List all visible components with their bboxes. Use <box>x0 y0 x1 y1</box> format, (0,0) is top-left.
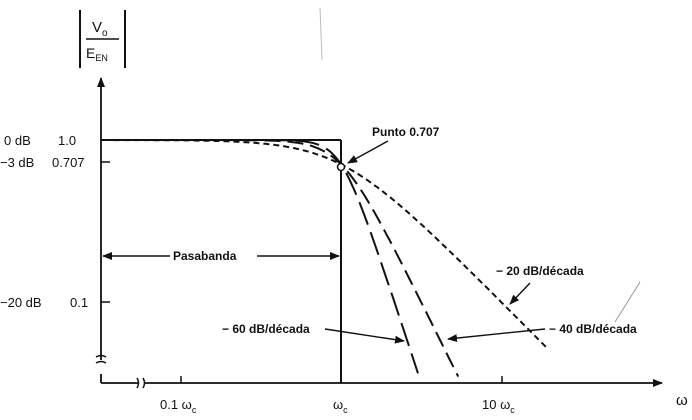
pasabanda-annotation: Pasabanda <box>102 249 340 263</box>
punto-annotation: Punto 0.707 <box>336 125 440 172</box>
y-tick-db-1: −3 dB <box>0 155 34 170</box>
x-tick-label-0: 0.1 ωc <box>160 397 197 415</box>
y-axis-break <box>95 354 107 364</box>
slope-40-arrow <box>447 328 546 343</box>
axes <box>95 77 663 389</box>
y-label-den-sub: EN <box>95 53 108 63</box>
svg-text:Vo: Vo <box>92 19 108 39</box>
y-tick-db-0: 0 dB <box>4 133 31 148</box>
punto-0707-marker <box>336 162 346 172</box>
svg-text:EEN: EEN <box>86 45 108 63</box>
y-label-den: E <box>86 45 95 61</box>
y-tick-labels: 0 dB 1.0 −3 dB 0.707 −20 dB 0.1 <box>0 133 88 310</box>
scan-mark <box>319 7 323 61</box>
x-axis-label: ω <box>676 392 688 409</box>
punto-arrow <box>347 140 389 164</box>
y-tick-value-0: 1.0 <box>58 133 76 148</box>
response-curve-order-2 <box>103 139 460 378</box>
x-axis-break <box>136 377 146 389</box>
slope-20-label: − 20 dB/década <box>496 264 584 278</box>
x-tick-label-1: ωc <box>333 397 348 415</box>
response-curves <box>103 139 549 378</box>
tick-group <box>101 139 503 383</box>
slope-60-arrow <box>324 328 405 344</box>
pasabanda-label: Pasabanda <box>173 249 237 263</box>
slope-60-label: − 60 dB/década <box>222 322 310 336</box>
x-tick-labels: 0.1 ωc ωc 10 ωc ω <box>160 392 688 415</box>
y-tick-value-2: 0.1 <box>70 295 88 310</box>
response-curve-order-1 <box>103 139 549 350</box>
scan-mark-2 <box>614 281 641 323</box>
slope-20-arrow <box>509 282 531 305</box>
y-tick-db-2: −20 dB <box>0 295 42 310</box>
slope-40-label: − 40 dB/década <box>549 322 637 336</box>
punto-label: Punto 0.707 <box>372 125 440 139</box>
x-tick-label-2: 10 ωc <box>482 397 515 415</box>
y-label-num: V <box>92 19 102 36</box>
y-axis-label: Vo EEN <box>79 10 126 68</box>
y-tick-value-1: 0.707 <box>52 155 85 170</box>
slope-annotations: − 20 dB/década − 60 dB/década − 40 dB/dé… <box>222 264 637 344</box>
response-curve-order-3 <box>103 139 419 374</box>
y-label-num-sub: o <box>102 28 108 39</box>
